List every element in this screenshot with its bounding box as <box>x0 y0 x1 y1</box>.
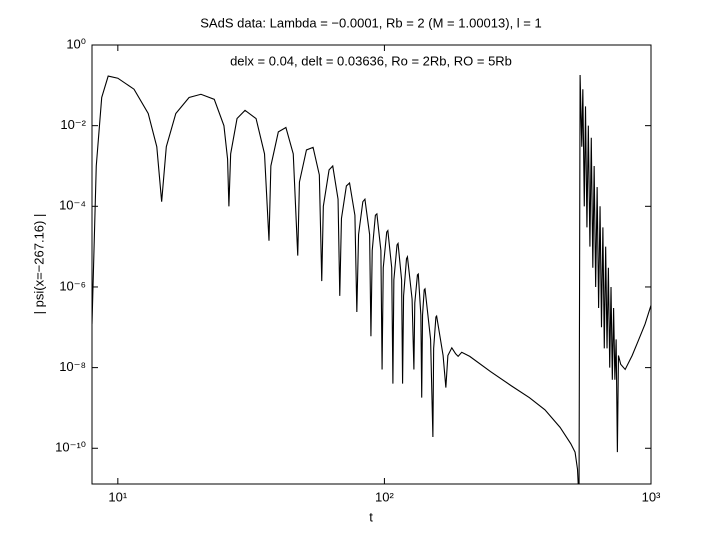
y-tick-label: 10⁻⁴ <box>59 198 86 213</box>
data-line <box>92 75 651 484</box>
x-tick-label: 10¹ <box>108 489 127 504</box>
y-tick-label: 10⁻¹⁰ <box>55 440 86 455</box>
x-tick-label: 10³ <box>642 489 661 504</box>
x-tick-label: 10² <box>375 489 394 504</box>
plot-frame <box>91 44 652 485</box>
y-tick-label: 10⁻⁶ <box>59 278 86 293</box>
y-tick-label: 10⁰ <box>66 36 86 51</box>
y-axis-label: | psi(x=−267.16) | <box>31 214 46 315</box>
y-tick-label: 10⁻² <box>60 117 86 132</box>
x-axis-label: t <box>369 509 373 524</box>
chart-title: SAdS data: Lambda = −0.0001, Rb = 2 (M =… <box>200 15 541 30</box>
y-tick-label: 10⁻⁸ <box>59 359 86 374</box>
annotation: delx = 0.04, delt = 0.03636, Ro = 2Rb, R… <box>230 53 512 68</box>
